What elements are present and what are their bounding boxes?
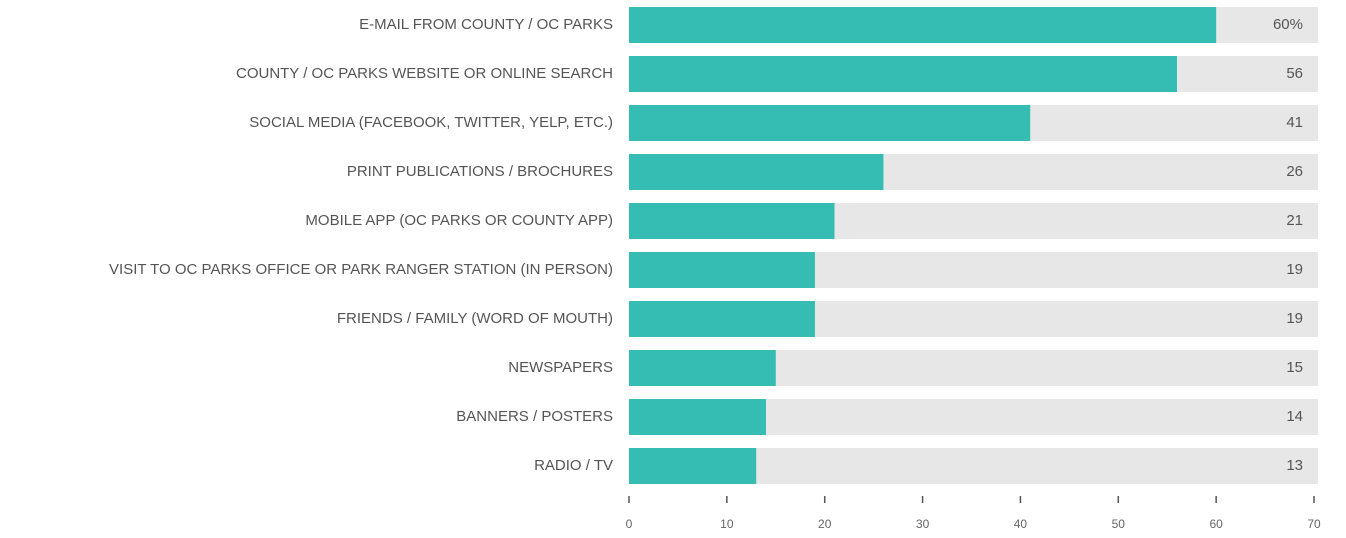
x-tick-label: 10 [720, 517, 734, 531]
bar [629, 448, 757, 484]
bar [629, 252, 815, 288]
category-label: PRINT PUBLICATIONS / BROCHURES [347, 163, 613, 180]
bar [629, 203, 835, 239]
x-tick-label: 0 [626, 517, 633, 531]
category-label: NEWSPAPERS [508, 359, 613, 376]
bar [629, 7, 1217, 43]
category-label: SOCIAL MEDIA (FACEBOOK, TWITTER, YELP, E… [249, 114, 613, 131]
value-label: 56 [1286, 65, 1303, 82]
bar [629, 105, 1031, 141]
bar [629, 56, 1177, 92]
category-label: MOBILE APP (OC PARKS OR COUNTY APP) [305, 212, 613, 229]
bar [629, 154, 884, 190]
category-label: E-MAIL FROM COUNTY / OC PARKS [359, 16, 613, 33]
value-label: 60% [1273, 16, 1303, 33]
x-tick-label: 30 [916, 517, 930, 531]
bar [629, 301, 815, 337]
category-label: VISIT TO OC PARKS OFFICE OR PARK RANGER … [109, 261, 613, 278]
bar [629, 350, 776, 386]
value-label: 19 [1286, 310, 1303, 327]
x-tick-label: 40 [1014, 517, 1028, 531]
value-label: 26 [1286, 163, 1303, 180]
value-label: 15 [1286, 359, 1303, 376]
value-label: 14 [1286, 408, 1303, 425]
x-tick-label: 20 [818, 517, 832, 531]
x-tick-label: 50 [1112, 517, 1126, 531]
category-label: BANNERS / POSTERS [456, 408, 613, 425]
category-label: RADIO / TV [534, 457, 613, 474]
value-label: 19 [1286, 261, 1303, 278]
value-label: 41 [1286, 114, 1303, 131]
x-tick-label: 60 [1209, 517, 1223, 531]
category-label: FRIENDS / FAMILY (WORD OF MOUTH) [337, 310, 613, 327]
x-tick-label: 70 [1307, 517, 1321, 531]
value-label: 21 [1286, 212, 1303, 229]
value-label: 13 [1286, 457, 1303, 474]
category-label: COUNTY / OC PARKS WEBSITE OR ONLINE SEAR… [236, 65, 613, 82]
bar [629, 399, 766, 435]
